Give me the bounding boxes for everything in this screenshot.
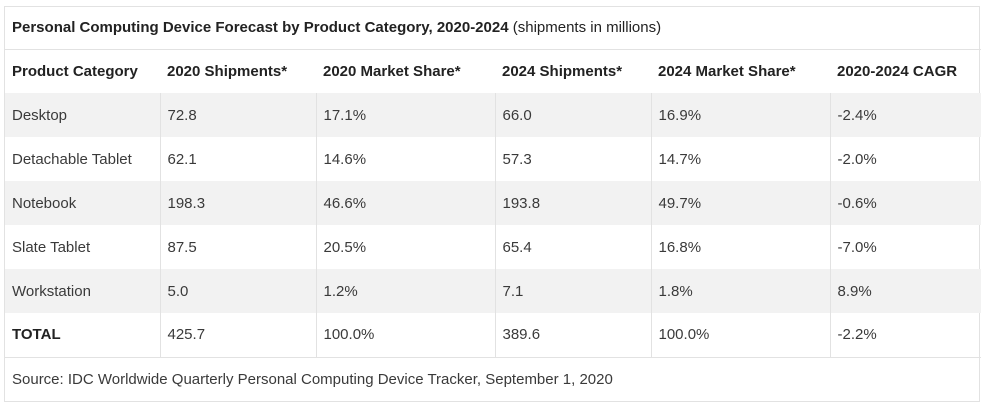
cell-2024-shipments: 57.3 [494,137,651,181]
cell-2020-shipments: 62.1 [159,137,316,181]
table-row: Desktop 72.8 17.1% 66.0 16.9% -2.4% [5,93,982,137]
cell-category: Slate Tablet [12,238,91,256]
cell-cagr: -2.0% [829,137,982,181]
cell-category: Workstation [5,269,160,313]
table-source-row: Source: IDC Worldwide Quarterly Personal… [5,356,982,401]
cell-2024-shipments: 389.6 [494,313,651,357]
cell-cagr: -0.6% [829,181,982,225]
table-caption: Personal Computing Device Forecast by Pr… [5,7,982,50]
cell-2024-market-share: 49.7% [650,181,830,225]
cell-category: Detachable Tablet [12,150,132,168]
table-row: Workstation 5.0 1.2% 7.1 1.8% 8.9% [5,269,982,313]
header-2020-market-share: 2020 Market Share* [323,62,461,80]
forecast-table-container: Personal Computing Device Forecast by Pr… [4,6,982,402]
table-header-row: Product Category 2020 Shipments* 2020 Ma… [5,49,981,93]
forecast-table: Personal Computing Device Forecast by Pr… [5,7,982,401]
header-product-category: Product Category [12,62,138,80]
table-row: Notebook 198.3 46.6% 193.8 49.7% -0.6% [5,181,982,225]
cell-cagr: -2.4% [829,93,982,137]
table-row: Detachable Tablet 62.1 14.6% 57.3 14.7% … [5,137,982,181]
cell-2024-market-share: 14.7% [650,137,830,181]
cell-2020-market-share: 46.6% [315,181,495,225]
cell-2024-shipments: 65.4 [494,225,651,269]
cell-2020-shipments: 5.0 [159,269,316,313]
table-subtitle: (shipments in millions) [512,19,662,37]
cell-2020-market-share: 100.0% [315,313,495,357]
cell-category: Desktop [5,93,160,137]
cell-2024-market-share: 16.8% [650,225,830,269]
cell-2024-market-share: 1.8% [650,269,830,313]
header-2020-shipments: 2020 Shipments* [167,62,288,80]
cell-2020-shipments: 198.3 [159,181,316,225]
header-cagr: 2020-2024 CAGR [837,62,958,80]
table-total-row: TOTAL 425.7 100.0% 389.6 100.0% -2.2% [5,313,982,357]
cell-cagr: 8.9% [829,269,982,313]
table-caption-row: Personal Computing Device Forecast by Pr… [5,7,982,50]
cell-2024-market-share: 16.9% [650,93,830,137]
table-source-note: Source: IDC Worldwide Quarterly Personal… [5,356,982,401]
table-title: Personal Computing Device Forecast by Pr… [12,19,509,37]
cell-2020-shipments: 425.7 [159,313,316,357]
cell-2020-market-share: 1.2% [315,269,495,313]
header-2024-shipments: 2024 Shipments* [502,62,623,80]
cell-cagr: -2.2% [829,313,982,357]
cell-2020-market-share: 20.5% [315,225,495,269]
cell-2024-shipments: 7.1 [494,269,651,313]
cell-2024-market-share: 100.0% [650,313,830,357]
cell-category: TOTAL [12,326,61,344]
cell-2020-shipments: 87.5 [159,225,316,269]
cell-cagr: -7.0% [829,225,982,269]
cell-2024-shipments: 193.8 [494,181,651,225]
cell-2024-shipments: 66.0 [494,93,651,137]
cell-2020-market-share: 17.1% [315,93,495,137]
header-2024-market-share: 2024 Market Share* [658,62,796,80]
cell-2020-shipments: 72.8 [159,93,316,137]
cell-2020-market-share: 14.6% [315,137,495,181]
table-row: Slate Tablet 87.5 20.5% 65.4 16.8% -7.0% [5,225,982,269]
cell-category: Notebook [5,181,160,225]
